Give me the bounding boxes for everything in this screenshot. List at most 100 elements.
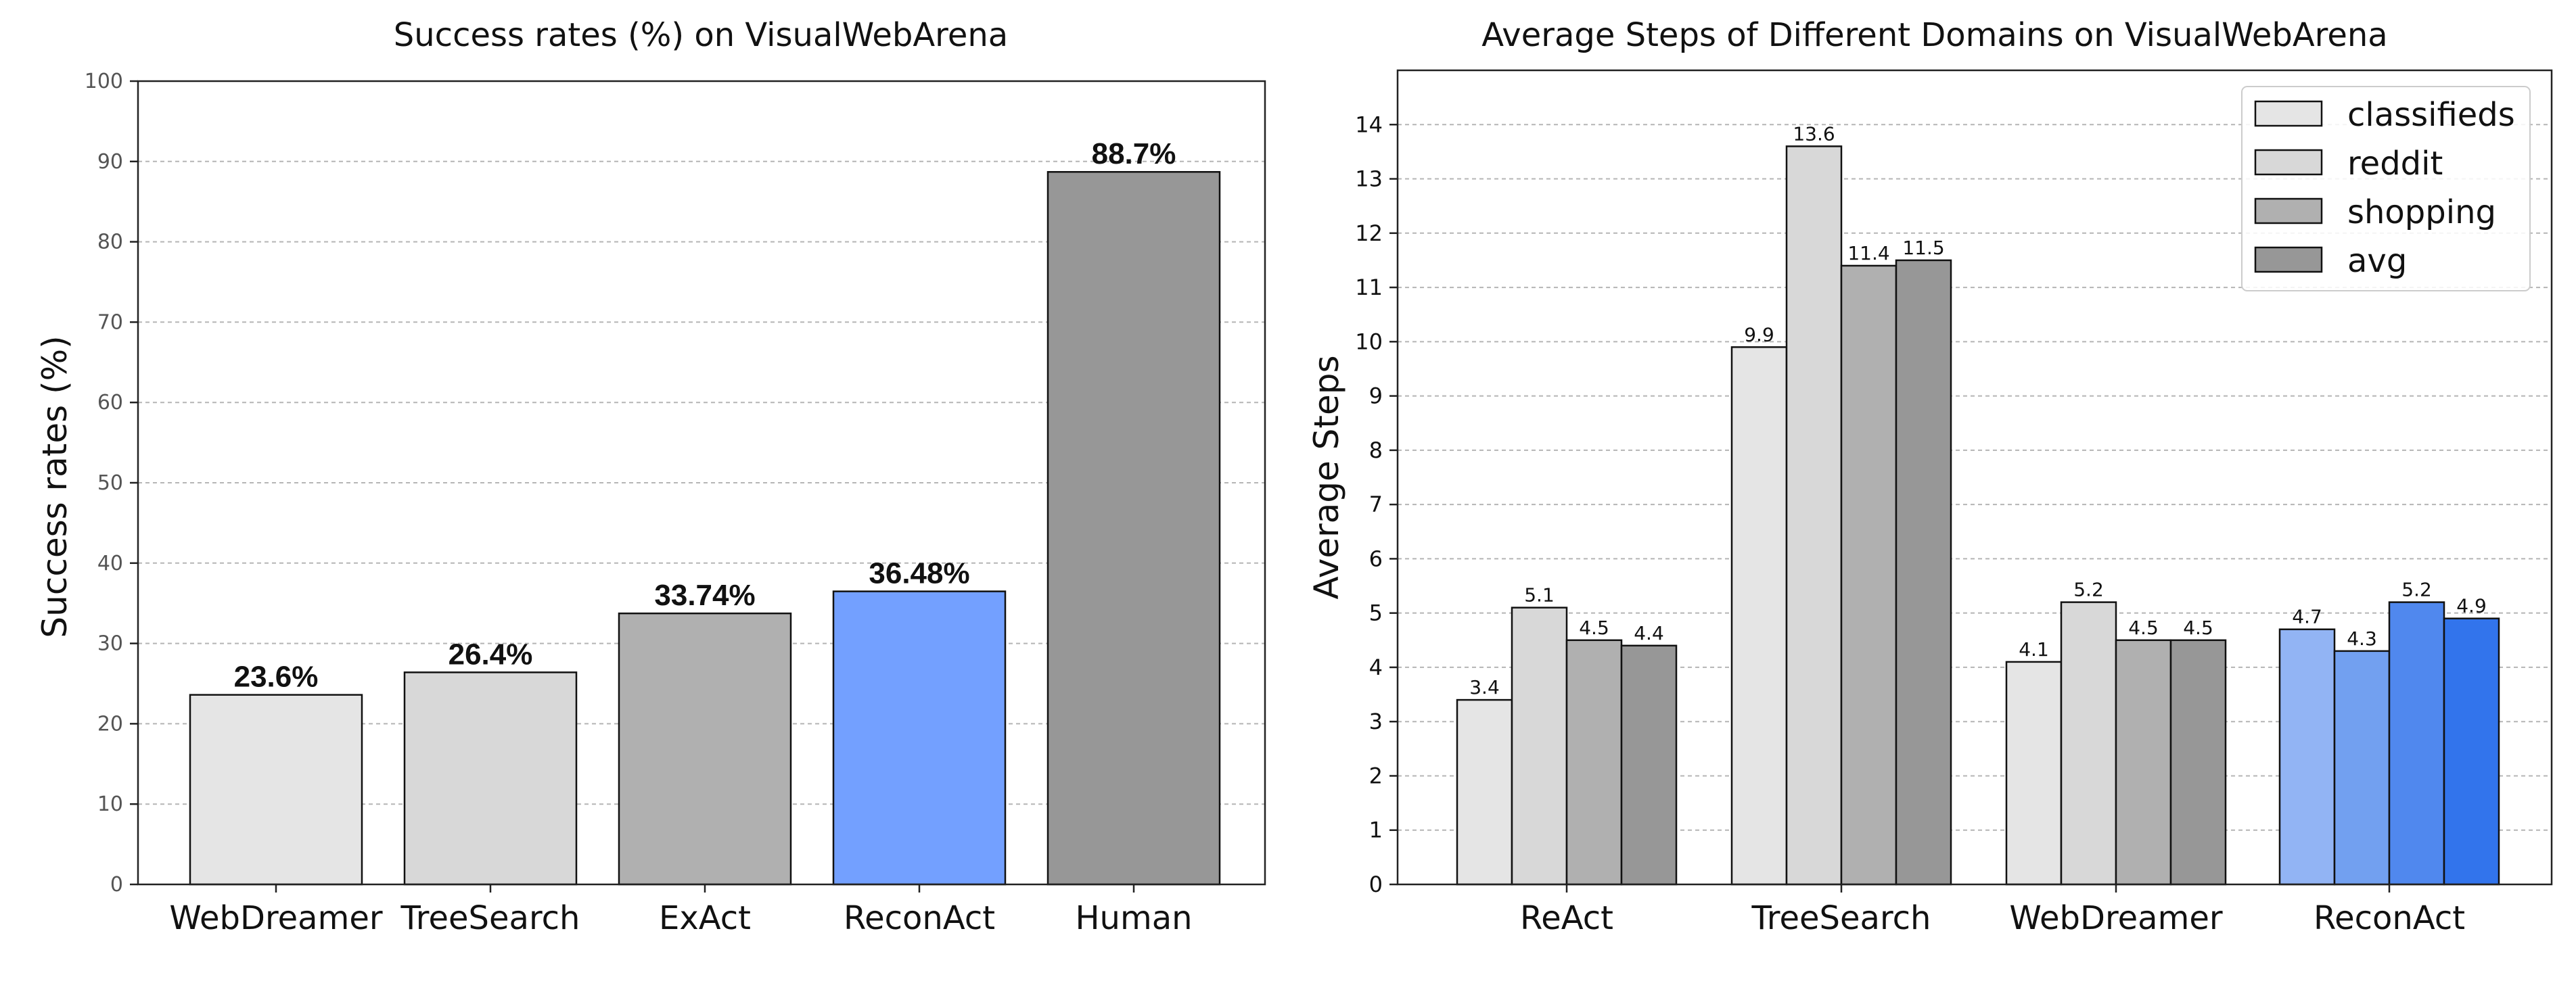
chart2-y-tick-label: 5 bbox=[1369, 600, 1383, 626]
chart2-data-label: 13.6 bbox=[1793, 122, 1835, 145]
chart2-y-tick-label: 7 bbox=[1369, 492, 1383, 517]
chart2-bar-classifieds bbox=[1730, 346, 1788, 886]
chart2-y-tick-label: 6 bbox=[1369, 546, 1383, 571]
chart2-data-label: 4.5 bbox=[2183, 617, 2213, 639]
chart2-data-label: 9.9 bbox=[1744, 323, 1774, 346]
chart2-y-tick-label: 11 bbox=[1355, 275, 1383, 300]
chart1-data-label: 26.4% bbox=[448, 638, 533, 671]
chart2-bar-classifieds bbox=[2278, 628, 2336, 886]
chart2-y-tick-label: 10 bbox=[1355, 329, 1383, 354]
chart1-y-tick-label: 0 bbox=[110, 873, 123, 897]
chart2-legend-label-shopping: shopping bbox=[2347, 193, 2496, 231]
chart2-y-tick-label: 3 bbox=[1369, 709, 1383, 734]
chart2-data-label: 5.2 bbox=[2073, 579, 2104, 601]
chart2-bar-avg bbox=[1895, 259, 1952, 886]
chart2-bar-reddit bbox=[1511, 607, 1568, 886]
chart2-plot-frame bbox=[1396, 69, 2553, 886]
chart2-legend-label-avg: avg bbox=[2347, 242, 2407, 280]
chart2-data-label: 4.5 bbox=[1579, 617, 1609, 639]
chart1-x-tick-label: Human bbox=[1075, 899, 1192, 937]
chart1-x-tick-label: ReconAct bbox=[844, 899, 995, 937]
chart2-legend-swatch-classifieds bbox=[2254, 100, 2323, 127]
chart2-x-tick-label: ReconAct bbox=[2314, 899, 2465, 937]
chart1-bar bbox=[1046, 170, 1221, 886]
chart2-data-label: 4.9 bbox=[2456, 595, 2487, 617]
chart2-y-tick-label: 14 bbox=[1355, 112, 1383, 137]
chart2-bar-classifieds bbox=[1456, 698, 1513, 886]
chart2-x-ticks: ReAct TreeSearch WebDreamer ReconAct bbox=[1520, 884, 2465, 937]
chart1-y-tick-label: 10 bbox=[97, 792, 123, 816]
success-rates-chart: Success rates (%) on VisualWebArena Succ… bbox=[35, 16, 1266, 937]
chart2-data-label: 4.3 bbox=[2347, 627, 2377, 650]
chart2-legend: classifieds reddit shopping avg bbox=[2241, 86, 2531, 291]
chart1-bar bbox=[618, 612, 792, 886]
chart2-legend-swatch-avg bbox=[2254, 246, 2323, 273]
chart2-y-tick-label: 0 bbox=[1369, 872, 1383, 897]
chart2-x-tick-label: WebDreamer bbox=[2009, 899, 2223, 937]
chart1-y-tick-label: 60 bbox=[97, 391, 123, 414]
chart1-y-tick-label: 40 bbox=[97, 552, 123, 575]
chart2-data-label: 4.5 bbox=[2128, 617, 2159, 639]
chart2-data-label: 5.2 bbox=[2401, 579, 2432, 601]
chart2-data-label: 3.4 bbox=[1469, 676, 1500, 698]
chart2-data-labels: 3.4 5.1 4.5 4.4 9.9 13.6 11.4 11.5 4.1 5.2 4.5 4.5 4… bbox=[1469, 122, 2487, 698]
chart2-legend-box bbox=[2241, 86, 2531, 291]
chart1-data-labels: 23.6% 26.4% 33.74% 36.48% 88.7% bbox=[234, 137, 1176, 693]
chart2-data-label: 5.1 bbox=[1524, 584, 1555, 607]
chart1-data-label: 33.74% bbox=[654, 579, 755, 612]
chart1-y-tick-label: 90 bbox=[97, 150, 123, 174]
chart2-legend-label-reddit: reddit bbox=[2347, 145, 2443, 183]
chart1-plot-frame bbox=[137, 80, 1266, 886]
chart2-y-tick-label: 12 bbox=[1355, 220, 1383, 246]
chart1-y-axis-label: Success rates (%) bbox=[35, 335, 74, 638]
chart2-bar-shopping bbox=[2388, 601, 2445, 886]
chart2-bars bbox=[1456, 145, 2500, 886]
chart2-data-label: 4.1 bbox=[2019, 638, 2049, 661]
chart2-legend-label-classifieds: classifieds bbox=[2347, 96, 2515, 134]
chart2-data-label: 11.5 bbox=[1902, 237, 1944, 259]
chart1-y-tick-label: 100 bbox=[85, 70, 123, 93]
chart1-bar bbox=[832, 590, 1007, 886]
chart1-y-ticks: 0 10 20 30 40 50 60 70 80 90 100 bbox=[85, 70, 138, 897]
chart1-y-tick-label: 30 bbox=[97, 632, 123, 656]
chart1-bar bbox=[189, 694, 363, 886]
chart1-x-ticks: WebDreamer TreeSearch ExAct ReconAct Human bbox=[169, 884, 1193, 937]
chart1-data-label: 88.7% bbox=[1092, 137, 1176, 170]
chart2-bar-shopping bbox=[1840, 264, 1898, 886]
chart2-y-axis-label: Average Steps bbox=[1307, 355, 1346, 599]
chart1-x-tick-label: ExAct bbox=[659, 899, 751, 937]
chart2-x-tick-label: TreeSearch bbox=[1751, 899, 1931, 937]
chart2-bar-reddit bbox=[2060, 601, 2117, 886]
chart2-y-tick-label: 2 bbox=[1369, 763, 1383, 788]
chart1-bars bbox=[189, 170, 1221, 886]
chart1-y-tick-label: 70 bbox=[97, 310, 123, 334]
chart2-bar-reddit bbox=[2333, 650, 2391, 886]
chart2-data-label: 4.7 bbox=[2292, 606, 2322, 628]
chart2-y-tick-label: 9 bbox=[1369, 383, 1383, 409]
chart1-title: Success rates (%) on VisualWebArena bbox=[394, 16, 1008, 54]
chart2-title: Average Steps of Different Domains on Vi… bbox=[1481, 16, 2387, 54]
chart2-y-tick-label: 1 bbox=[1369, 817, 1383, 843]
chart2-bar-avg bbox=[1620, 644, 1678, 886]
chart2-data-label: 4.4 bbox=[1634, 622, 1664, 644]
chart1-data-label: 23.6% bbox=[234, 661, 319, 694]
chart2-bar-avg bbox=[2443, 617, 2500, 886]
chart2-bar-shopping bbox=[1565, 639, 1623, 886]
chart2-legend-swatch-shopping bbox=[2254, 197, 2323, 224]
chart2-y-tick-label: 4 bbox=[1369, 655, 1383, 680]
chart2-y-tick-label: 8 bbox=[1369, 437, 1383, 463]
chart2-bar-avg bbox=[2169, 639, 2227, 886]
chart2-x-tick-label: ReAct bbox=[1520, 899, 1613, 937]
average-steps-chart: Average Steps of Different Domains on Vi… bbox=[1307, 16, 2553, 937]
chart1-data-label: 36.48% bbox=[869, 557, 969, 590]
chart2-y-tick-label: 13 bbox=[1355, 166, 1383, 192]
chart1-y-tick-label: 20 bbox=[97, 712, 123, 736]
chart1-y-tick-label: 50 bbox=[97, 471, 123, 495]
chart1-x-tick-label: WebDreamer bbox=[169, 899, 383, 937]
chart2-data-label: 11.4 bbox=[1847, 242, 1889, 264]
chart2-bar-classifieds bbox=[2005, 661, 2063, 886]
chart2-legend-swatch-reddit bbox=[2254, 149, 2323, 176]
chart1-x-tick-label: TreeSearch bbox=[400, 899, 580, 937]
